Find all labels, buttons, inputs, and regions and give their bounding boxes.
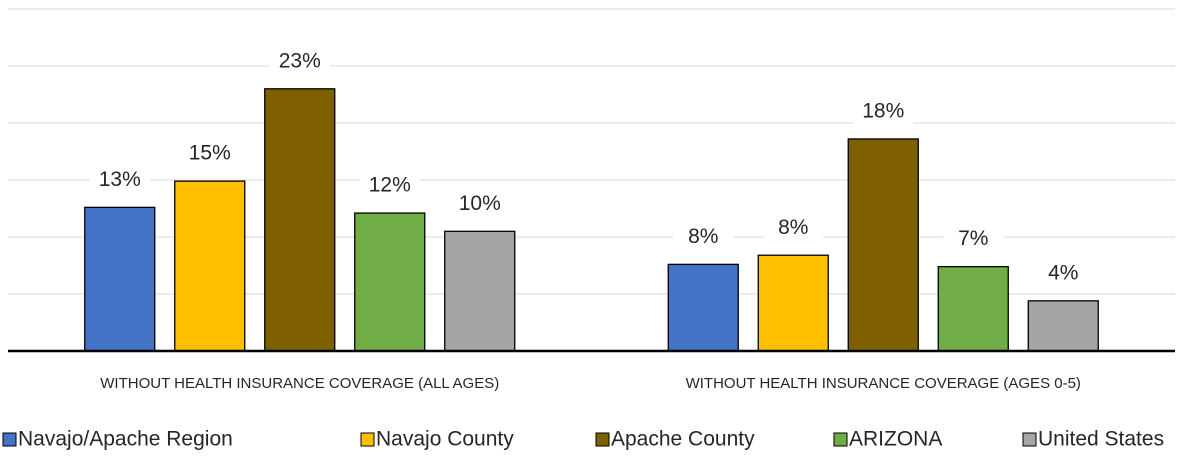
data-label: 8%: [778, 216, 808, 239]
bar: [84, 206, 156, 352]
label-bg: [359, 171, 420, 202]
data-label: 23%: [279, 49, 321, 72]
label-bg: [943, 224, 1004, 255]
data-label: 13%: [99, 168, 141, 191]
data-label: 15%: [189, 142, 231, 165]
label-bg: [269, 46, 330, 77]
legend-label: Navajo County: [376, 428, 514, 451]
data-label: 10%: [459, 192, 501, 215]
label-bg: [89, 165, 150, 196]
legend-label: ARIZONA: [849, 428, 942, 451]
x-tick-label: WITHOUT HEALTH INSURANCE COVERAGE (AGES …: [686, 375, 1081, 392]
legend-swatch: [360, 432, 375, 447]
bar: [444, 230, 516, 352]
x-tick-label: WITHOUT HEALTH INSURANCE COVERAGE (ALL A…: [100, 375, 499, 392]
data-label: 8%: [688, 225, 718, 248]
legend-swatch: [595, 432, 610, 447]
data-label: 4%: [1048, 261, 1078, 284]
label-bg: [673, 222, 734, 253]
legend-label: Apache County: [611, 428, 755, 451]
legend-swatch: [833, 432, 848, 447]
label-bg: [763, 213, 824, 244]
legend-label: United States: [1038, 428, 1164, 451]
label-bg: [179, 139, 240, 170]
legend-swatch: [1022, 432, 1037, 447]
bar: [847, 138, 919, 352]
label-bg: [853, 96, 914, 127]
label-bg: [449, 189, 510, 220]
data-label: 12%: [369, 174, 411, 197]
bar: [264, 88, 336, 352]
data-label: 7%: [958, 227, 988, 250]
bar: [354, 212, 426, 352]
bar: [174, 180, 246, 352]
bar: [1027, 300, 1099, 352]
legend-swatch: [2, 432, 17, 447]
data-label: 18%: [862, 100, 904, 123]
bar: [757, 254, 829, 352]
bar: [937, 265, 1009, 352]
legend-label: Navajo/Apache Region: [18, 428, 233, 451]
bar: [667, 263, 739, 352]
label-bg: [1033, 258, 1094, 289]
